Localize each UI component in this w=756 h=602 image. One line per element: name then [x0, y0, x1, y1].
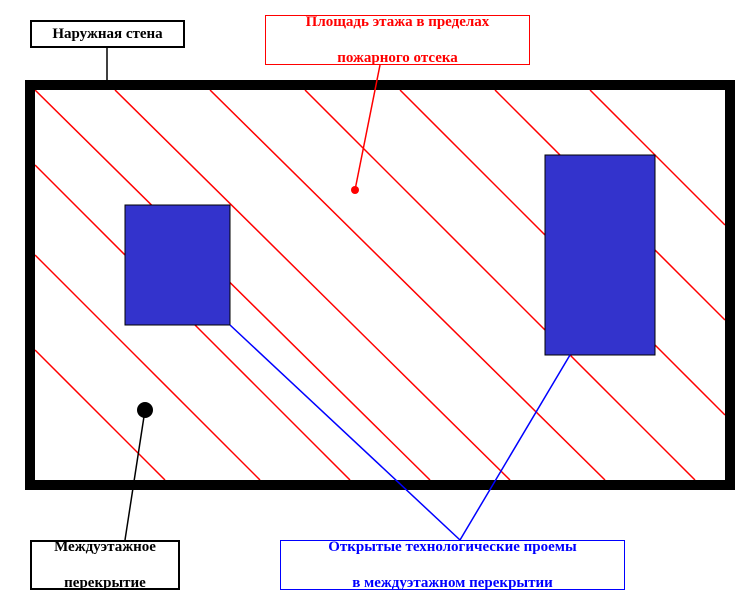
label-interfloor-line2: перекрытие [64, 574, 146, 592]
label-exterior-wall-text: Наружная стена [52, 25, 162, 43]
label-floor-area: Площадь этажа в пределах пожарного отсек… [265, 15, 530, 65]
label-floor-area-line2: пожарного отсека [337, 49, 458, 67]
label-tech-openings-line1: Открытые технологические проемы [328, 538, 576, 556]
label-tech-openings-line2: в междуэтажном перекрытии [352, 574, 553, 592]
diagram-root: Наружная стена Площадь этажа в пределах … [0, 0, 756, 602]
technological-opening-rect [125, 205, 230, 325]
label-exterior-wall: Наружная стена [30, 20, 185, 48]
label-interfloor-line1: Междуэтажное [54, 538, 156, 556]
technological-opening-rect [545, 155, 655, 355]
label-floor-area-line1: Площадь этажа в пределах [306, 13, 490, 31]
label-interfloor-slab: Междуэтажное перекрытие [30, 540, 180, 590]
diagram-svg [0, 0, 756, 602]
label-tech-openings: Открытые технологические проемы в междуэ… [280, 540, 625, 590]
